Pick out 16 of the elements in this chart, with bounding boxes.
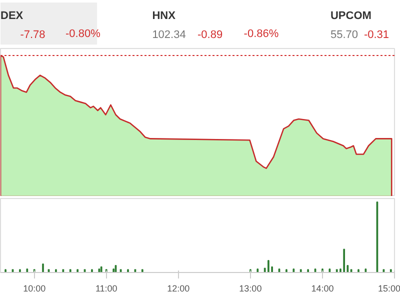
text: 102.34	[152, 29, 186, 42]
x-tick-label: 11:00	[95, 284, 118, 294]
text: -0.80%	[66, 28, 101, 40]
x-tick-label: 15:00	[378, 284, 400, 294]
x-tick-label: 10:00	[23, 284, 46, 294]
text: -0.31	[364, 29, 390, 42]
text: -7.78	[20, 29, 46, 42]
text: 55.70	[330, 29, 358, 42]
x-tick-label: 12:00	[167, 284, 190, 294]
x-tick-label: 13:00	[239, 284, 262, 294]
text: -0.86%	[244, 28, 279, 40]
text: HNX	[152, 10, 176, 22]
text: UPCOM	[330, 10, 372, 22]
text: DEX	[0, 10, 24, 22]
x-tick-label: 14:00	[311, 284, 334, 294]
text: -0.89	[198, 29, 223, 42]
